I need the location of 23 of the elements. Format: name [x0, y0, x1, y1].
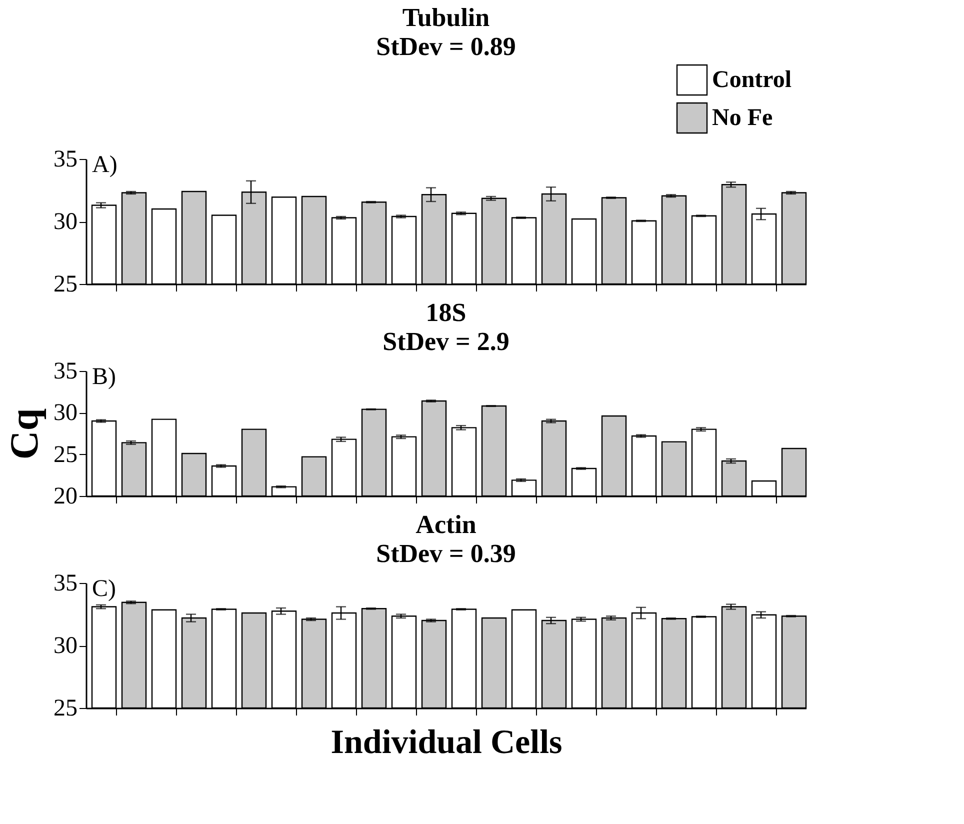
y-tick-label: 30: [54, 209, 78, 235]
y-tick-label: 25: [54, 442, 78, 468]
y-tick-label: 35: [54, 146, 78, 172]
y-tick-label: 20: [54, 484, 78, 510]
y-tick-label: 30: [54, 400, 78, 426]
chart-title: 18S: [426, 298, 466, 327]
chart-subtitle: StDev = 0.39: [376, 539, 516, 568]
annotation: C): [92, 576, 116, 602]
chart-subtitle: StDev = 0.89: [376, 32, 516, 61]
y-tick-label: 25: [54, 696, 78, 722]
annotation: B): [92, 364, 116, 390]
y-axis-title: Cq: [2, 408, 46, 460]
annotation: A): [92, 152, 118, 178]
y-tick-label: 35: [54, 570, 78, 596]
y-tick-label: 35: [54, 358, 78, 384]
y-tick-label: 25: [54, 272, 78, 298]
x-axis-title: Individual Cells: [330, 724, 562, 761]
chart-subtitle: StDev = 2.9: [382, 327, 510, 356]
legend-label: No Fe: [712, 105, 773, 131]
chart-title: Tubulin: [402, 3, 490, 32]
legend-label: Control: [712, 67, 792, 93]
chart-title: Actin: [416, 510, 477, 539]
y-tick-label: 30: [54, 633, 78, 659]
